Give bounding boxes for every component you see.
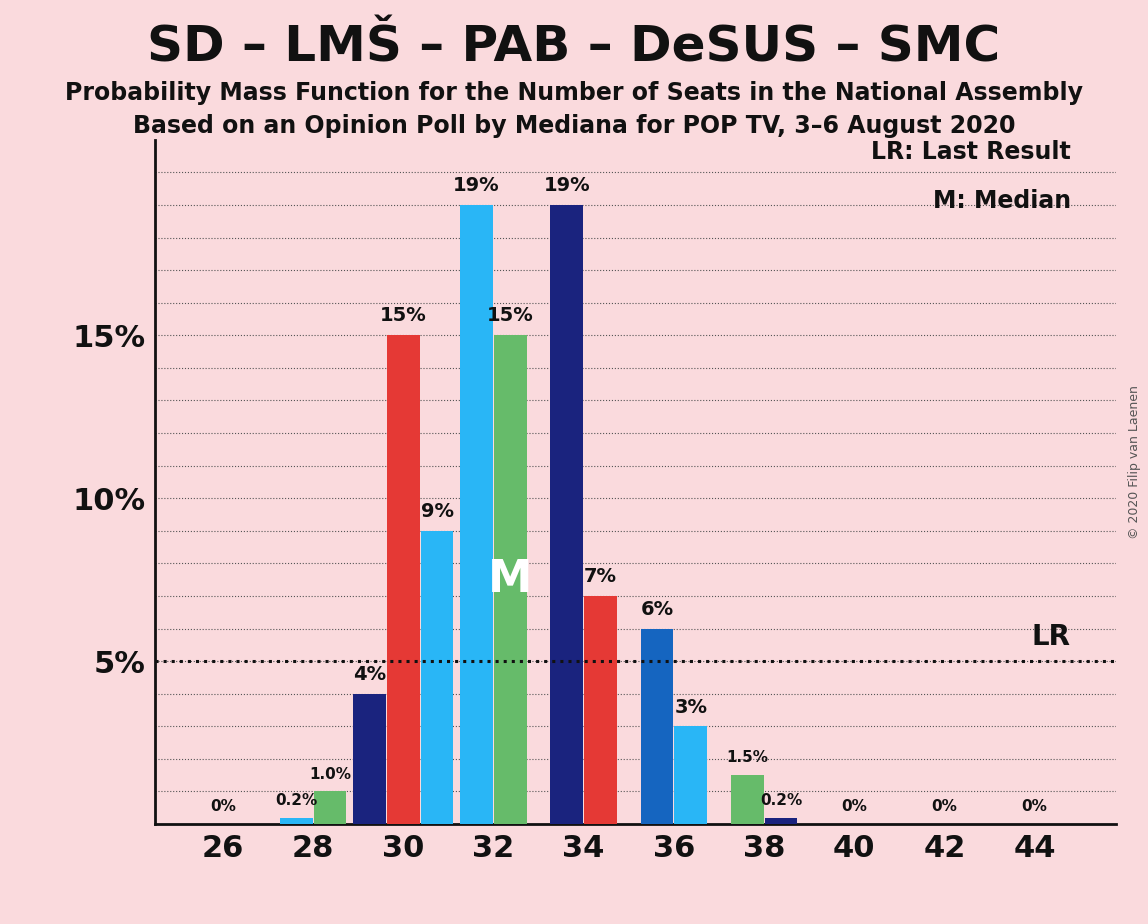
Text: M: M [488, 558, 533, 602]
Text: 0.2%: 0.2% [276, 793, 317, 808]
Text: LR: Last Result: LR: Last Result [871, 140, 1071, 164]
Text: 19%: 19% [453, 176, 499, 195]
Bar [387, 335, 420, 824]
Text: Probability Mass Function for the Number of Seats in the National Assembly: Probability Mass Function for the Number… [65, 81, 1083, 105]
Text: 1.0%: 1.0% [309, 767, 351, 782]
Text: 0%: 0% [841, 799, 867, 814]
Bar [765, 818, 798, 824]
Text: 3%: 3% [674, 698, 707, 716]
Text: 9%: 9% [420, 502, 453, 521]
Bar [460, 205, 492, 824]
Bar [313, 792, 347, 824]
Bar [550, 205, 583, 824]
Text: 7%: 7% [584, 567, 618, 586]
Text: 15%: 15% [487, 307, 534, 325]
Text: 19%: 19% [543, 176, 590, 195]
Bar [674, 726, 707, 824]
Text: M: Median: M: Median [932, 188, 1071, 213]
Text: 0%: 0% [1022, 799, 1047, 814]
Bar [280, 818, 312, 824]
Bar [641, 628, 674, 824]
Bar [420, 530, 453, 824]
Text: LR: LR [1032, 624, 1071, 651]
Bar [584, 596, 616, 824]
Text: © 2020 Filip van Laenen: © 2020 Filip van Laenen [1127, 385, 1141, 539]
Text: 1.5%: 1.5% [727, 750, 768, 765]
Text: 15%: 15% [380, 307, 427, 325]
Text: Based on an Opinion Poll by Mediana for POP TV, 3–6 August 2020: Based on an Opinion Poll by Mediana for … [133, 114, 1015, 138]
Text: 0.2%: 0.2% [760, 793, 802, 808]
Text: 0%: 0% [210, 799, 235, 814]
Bar [494, 335, 527, 824]
Bar [354, 694, 386, 824]
Text: 6%: 6% [641, 600, 674, 619]
Text: SD – LMŠ – PAB – DeSUS – SMC: SD – LMŠ – PAB – DeSUS – SMC [147, 23, 1001, 71]
Text: 0%: 0% [931, 799, 957, 814]
Text: 4%: 4% [352, 665, 386, 684]
Bar [731, 775, 763, 824]
